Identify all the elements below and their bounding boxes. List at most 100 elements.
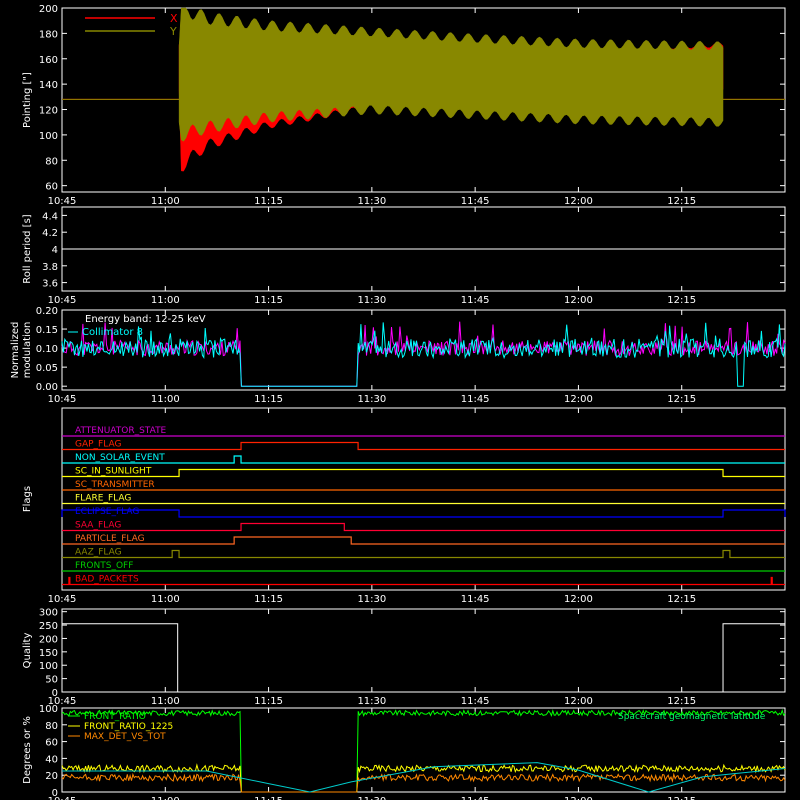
degrees-series-front_ratio — [61, 708, 786, 793]
y-tick-label: 160 — [39, 55, 58, 66]
y-tick-label: 0.15 — [36, 325, 58, 336]
x-tick-label: 11:00 — [151, 594, 180, 605]
pointing-panel: 10:45 11:00 11:15 11:30 11:45 12:00 12:15 60 80 1… — [22, 4, 786, 207]
x-tick-label: 12:15 — [667, 594, 696, 605]
x-tick-label: 12:00 — [564, 394, 593, 405]
x-tick-label: 11:30 — [357, 295, 386, 306]
flag-line-eclipse_flag — [61, 509, 786, 518]
x-tick-label: 11:30 — [357, 594, 386, 605]
flag-line-particle_flag — [62, 536, 785, 545]
y-tick-label: 0 — [52, 788, 58, 799]
x-tick-label: 12:15 — [667, 295, 696, 306]
flag-line-sc_in_sunlight — [62, 468, 785, 478]
latitude-label: Spacecraft geomagnetic latitude — [618, 712, 766, 722]
x-tick-label: 12:15 — [667, 394, 696, 405]
x-tick-label: 11:15 — [254, 696, 283, 707]
y-tick-label: 180 — [39, 29, 58, 40]
y-axis-label: Pointing ["] — [22, 72, 33, 128]
x-tick-label: 11:15 — [254, 394, 283, 405]
x-tick-label: 10:45 — [48, 696, 77, 707]
series-band-Y — [178, 7, 724, 142]
x-tick-label: 12:00 — [564, 295, 593, 306]
flag-label-eclipse_flag: ECLIPSE_FLAG — [75, 507, 139, 517]
degrees-series-front_ratio_1225 — [61, 763, 786, 793]
y-tick-label: 0.00 — [36, 382, 58, 393]
degrees-series-max_det_vs_tot — [61, 772, 786, 793]
y-axis-label: Normalized — [10, 322, 21, 379]
flag-label-fronts_off: FRONTS_OFF — [75, 561, 133, 571]
flag-label-non_solar_event: NON_SOLAR_EVENT — [75, 453, 165, 463]
x-tick-label: 11:15 — [254, 196, 283, 207]
flags-panel: 10:45 11:00 11:15 11:30 11:45 12:00 12:15 Flags… — [22, 407, 786, 605]
y-tick-label: 100 — [39, 131, 58, 142]
x-tick-label: 12:15 — [667, 196, 696, 207]
legend-label-X: X — [170, 12, 178, 25]
x-tick-label: 11:45 — [461, 796, 490, 800]
quality-line — [62, 623, 785, 693]
y-tick-label: 4.2 — [42, 228, 58, 239]
y-tick-label: 0.10 — [36, 344, 58, 355]
x-tick-label: 12:15 — [667, 796, 696, 800]
x-tick-label: 12:15 — [667, 696, 696, 707]
x-tick-label: 11:30 — [357, 196, 386, 207]
y-tick-label: 40 — [45, 754, 58, 765]
y-tick-label: 200 — [39, 634, 58, 645]
x-tick-label: 12:00 — [564, 594, 593, 605]
quality-frame — [61, 608, 786, 693]
x-tick-label: 12:00 — [564, 196, 593, 207]
flag-label-bad_packets: BAD_PACKETS — [75, 575, 139, 585]
x-tick-label: 11:00 — [151, 196, 180, 207]
flag-label-aaz_flag: AAZ_FLAG — [75, 548, 122, 558]
x-tick-label: 11:45 — [461, 696, 490, 707]
y-tick-label: 200 — [39, 4, 58, 15]
y-tick-label: 60 — [45, 738, 58, 749]
quality-panel: 10:45 11:00 11:15 11:30 11:45 12:00 12:15 0 50 10… — [22, 608, 786, 707]
x-tick-label: 10:45 — [48, 594, 77, 605]
x-tick-label: 12:00 — [564, 796, 593, 800]
y-tick-label: 0 — [52, 688, 58, 699]
flag-label-gap_flag: GAP_FLAG — [75, 440, 121, 450]
x-tick-label: 10:45 — [48, 394, 77, 405]
x-tick-label: 11:15 — [254, 796, 283, 800]
x-tick-label: 11:15 — [254, 594, 283, 605]
legend-label-front_ratio_1225: FRONT_RATIO_1225 — [84, 722, 173, 732]
x-tick-label: 10:45 — [48, 295, 77, 306]
x-tick-label: 11:00 — [151, 295, 180, 306]
x-tick-label: 11:45 — [461, 295, 490, 306]
degrees-panel: 10:45 11:00 11:15 11:30 11:45 12:00 12:15 0 20 40… — [22, 704, 786, 800]
flag-label-attenuator_state: ATTENUATOR_STATE — [75, 426, 167, 436]
y-tick-label: 150 — [39, 648, 58, 659]
flag-label-sc_transmitter: SC_TRANSMITTER — [75, 480, 155, 490]
y-tick-label: 3.6 — [42, 279, 58, 290]
pointing-frame — [61, 7, 786, 193]
y-tick-label: 3.8 — [42, 262, 58, 273]
x-tick-label: 11:15 — [254, 295, 283, 306]
y-axis-label: Roll period [s] — [22, 214, 33, 283]
legend-label-front_ratio: FRONT_RATIO — [84, 712, 146, 722]
y-tick-label: 0.05 — [36, 363, 58, 374]
flag-line-gap_flag — [62, 441, 785, 451]
latitude-line — [62, 762, 786, 793]
modulation-series-magenta — [61, 321, 786, 387]
y-tick-label: 50 — [45, 675, 58, 686]
flag-label-particle_flag: PARTICLE_FLAG — [75, 534, 145, 544]
y-tick-label: 20 — [45, 771, 58, 782]
y-tick-label: 140 — [39, 80, 58, 91]
x-tick-label: 11:45 — [461, 394, 490, 405]
flag-label-saa_flag: SAA_FLAG — [75, 521, 121, 531]
x-tick-label: 11:30 — [357, 796, 386, 800]
flag-line-bad_packets — [62, 576, 785, 586]
y-tick-label: 250 — [39, 621, 58, 632]
roll-panel: 10:45 11:00 11:15 11:30 11:45 12:00 12:15 3.6 3.… — [22, 206, 786, 306]
flag-line-aaz_flag — [62, 549, 785, 559]
x-tick-label: 12:00 — [564, 696, 593, 707]
legend-label-Y: Y — [169, 25, 177, 38]
x-tick-label: 10:45 — [48, 196, 77, 207]
legend-label-collimator: Collimator 8 — [82, 327, 143, 338]
energy-band-label: Energy band: 12-25 keV — [85, 314, 206, 325]
y-tick-label: 4 — [52, 245, 58, 256]
x-tick-label: 11:45 — [461, 196, 490, 207]
flag-line-saa_flag — [62, 522, 785, 532]
flag-line-non_solar_event — [62, 455, 785, 464]
